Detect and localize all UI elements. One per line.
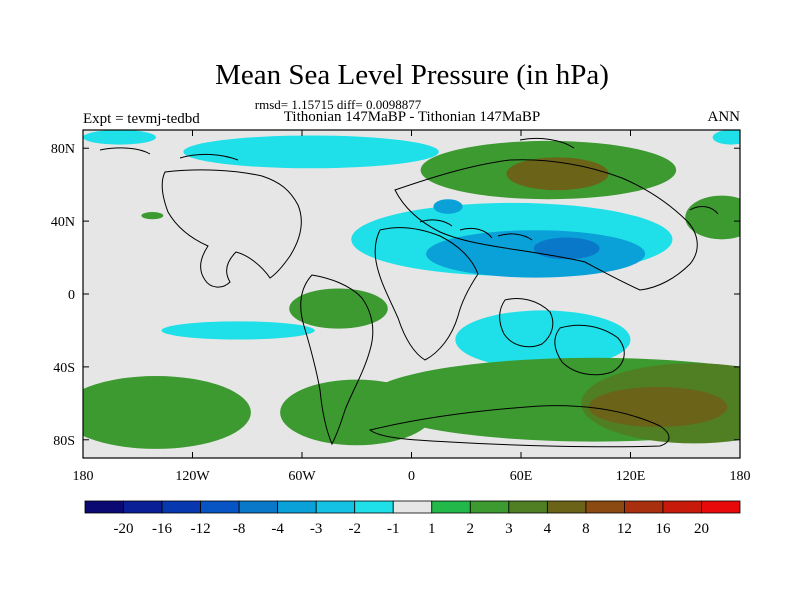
field-region-16	[588, 386, 728, 428]
period-label: Tithonian 147MaBP - Tithonian 147MaBP	[284, 109, 540, 125]
colorbar-label-1: -16	[152, 521, 172, 537]
coastline-south-america	[300, 274, 374, 446]
coastline-arctic-islands	[99, 137, 719, 215]
field-region-13	[161, 321, 315, 340]
colorbar-swatch-1	[123, 500, 163, 514]
colorbar-label-5: -3	[310, 521, 323, 537]
colorbar-swatch-16	[701, 500, 741, 514]
x-tick-label-0: 180	[73, 469, 94, 484]
colorbar-label-14: 16	[655, 521, 671, 537]
colorbar-label-7: -1	[387, 521, 400, 537]
colorbar: -20 -16 -12 -8 -4 -3 -2 -1 1 2 3 4 8 12 16 20	[84, 500, 741, 537]
y-tick-label-2: 0	[68, 288, 75, 303]
y-tick-label-0: 80N	[51, 142, 75, 157]
colorbar-swatch-15	[662, 500, 702, 514]
colorbar-swatch-0	[84, 500, 124, 514]
field-region-10	[433, 199, 463, 214]
coastline-antarctica	[368, 405, 670, 448]
field-region-17	[83, 376, 251, 449]
coastline-mediterranean	[419, 219, 533, 241]
colorbar-label-4: -4	[271, 521, 284, 537]
colorbar-label-0: -20	[114, 521, 134, 537]
map-panel	[82, 129, 741, 459]
field-region-3	[141, 212, 164, 220]
colorbar-swatch-7	[354, 500, 394, 514]
colorbar-label-13: 12	[617, 521, 632, 537]
colorbar-swatch-9	[431, 500, 471, 514]
colorbar-swatch-2	[161, 500, 201, 514]
experiment-label: Expt = tevmj-tedbd	[83, 111, 200, 127]
colorbar-label-9: 2	[467, 521, 475, 537]
colorbar-swatch-13	[585, 500, 625, 514]
season-label: ANN	[708, 109, 741, 125]
x-tick-label-3: 0	[408, 469, 415, 484]
chart-title: Mean Sea Level Pressure (in hPa)	[215, 59, 609, 91]
x-tick-label-4: 60E	[510, 469, 533, 484]
field-region-2	[685, 195, 740, 240]
field-region-11	[289, 288, 388, 329]
colorbar-swatch-12	[546, 500, 587, 514]
colorbar-swatch-3	[200, 500, 240, 514]
x-tick-label-2: 60W	[288, 469, 316, 484]
x-tick-label-5: 120E	[616, 469, 646, 484]
coastline-africa	[374, 227, 479, 361]
field-region-8	[426, 230, 646, 278]
colorbar-label-6: -2	[348, 521, 361, 537]
colorbar-label-8: 1	[428, 521, 436, 537]
x-tick-label-1: 120W	[175, 469, 210, 484]
field-region-12	[455, 310, 631, 369]
x-tick-label-6: 180	[730, 469, 751, 484]
colorbar-swatch-4	[238, 500, 279, 514]
colorbar-label-12: 8	[582, 521, 590, 537]
coastline-australia	[554, 324, 625, 376]
colorbar-label-2: -12	[191, 521, 211, 537]
colorbar-swatch-6	[315, 500, 356, 514]
colorbar-swatch-8	[392, 500, 433, 514]
colorbar-swatch-5	[277, 500, 317, 514]
y-tick-label-1: 40N	[51, 215, 75, 230]
colorbar-label-15: 20	[694, 521, 709, 537]
field-region-6	[712, 130, 740, 145]
y-tick-label-3: 40S	[53, 361, 75, 376]
map-axes: 180 120W 60W 0 60E 120E 180 80N 40N 0 40S 80S	[51, 130, 751, 484]
colorbar-swatch-14	[624, 500, 664, 514]
field-region-1	[506, 157, 609, 191]
colorbar-swatch-11	[508, 500, 548, 514]
stats-label: rmsd= 1.15715 diff= 0.0098877	[255, 97, 422, 112]
field-region-18	[280, 379, 434, 446]
colorbar-label-11: 4	[544, 521, 552, 537]
coastline-india	[499, 298, 554, 348]
colorbar-label-3: -8	[233, 521, 246, 537]
field-region-4	[183, 135, 439, 169]
coastline-north-america	[161, 169, 302, 288]
coastline-eurasia	[394, 159, 698, 291]
colorbar-label-10: 3	[505, 521, 513, 537]
coastlines	[99, 137, 719, 448]
y-tick-label-4: 80S	[53, 434, 75, 449]
field-region-9	[533, 237, 600, 260]
field-region-5	[83, 130, 156, 145]
colorbar-swatch-10	[469, 500, 510, 514]
